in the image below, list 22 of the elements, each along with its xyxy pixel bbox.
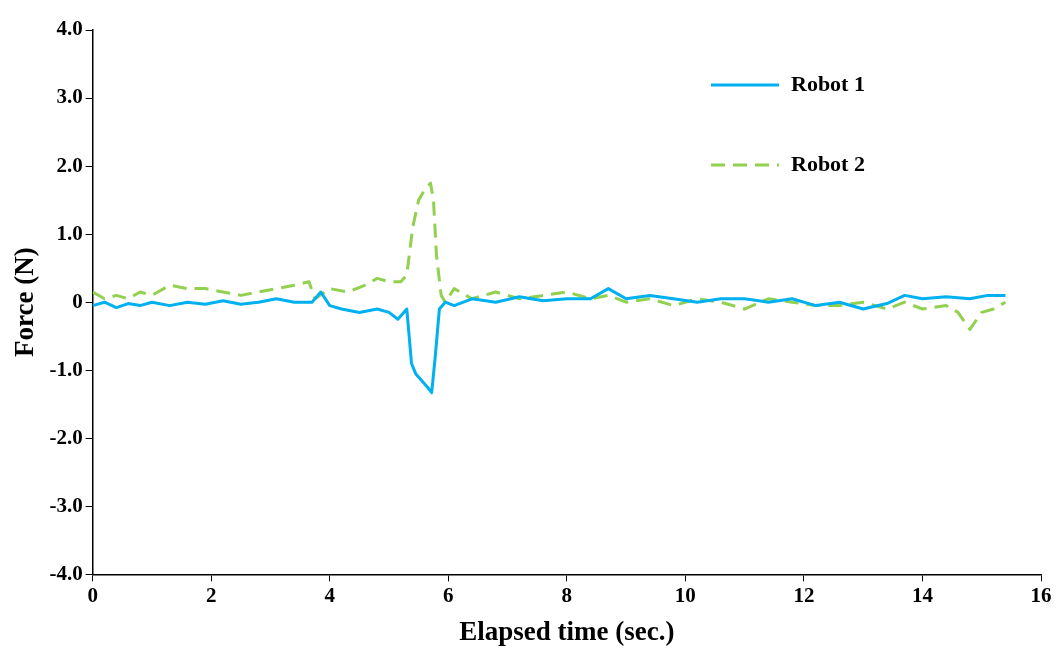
y-tick-label: -4.0 [49, 560, 83, 585]
y-tick-label: 4.0 [56, 16, 83, 41]
x-tick-label: 2 [205, 583, 217, 608]
y-axis-title: Force (N) [9, 247, 40, 358]
x-tick-label: 4 [324, 583, 336, 608]
legend-label: Robot 2 [791, 150, 865, 176]
x-tick-label: 14 [911, 583, 934, 608]
x-tick-label: 10 [674, 583, 696, 608]
x-tick-label: 16 [1030, 583, 1052, 608]
legend-label: Robot 1 [791, 70, 865, 96]
y-tick-label: -1.0 [49, 356, 83, 381]
y-tick-label: -3.0 [49, 492, 83, 517]
x-tick-label: 8 [561, 583, 573, 608]
x-axis-title: Elapsed time (sec.) [459, 615, 675, 646]
line-series [92, 181, 1007, 331]
y-tick-label: 0 [72, 288, 83, 313]
y-tick-label: 2.0 [56, 152, 83, 177]
y-tick-label: -2.0 [49, 424, 83, 449]
y-tick-label: 3.0 [56, 84, 83, 109]
x-tick-label: 6 [443, 583, 454, 608]
x-tick-label: 12 [793, 583, 815, 608]
y-tick-label: 1.0 [56, 220, 83, 245]
